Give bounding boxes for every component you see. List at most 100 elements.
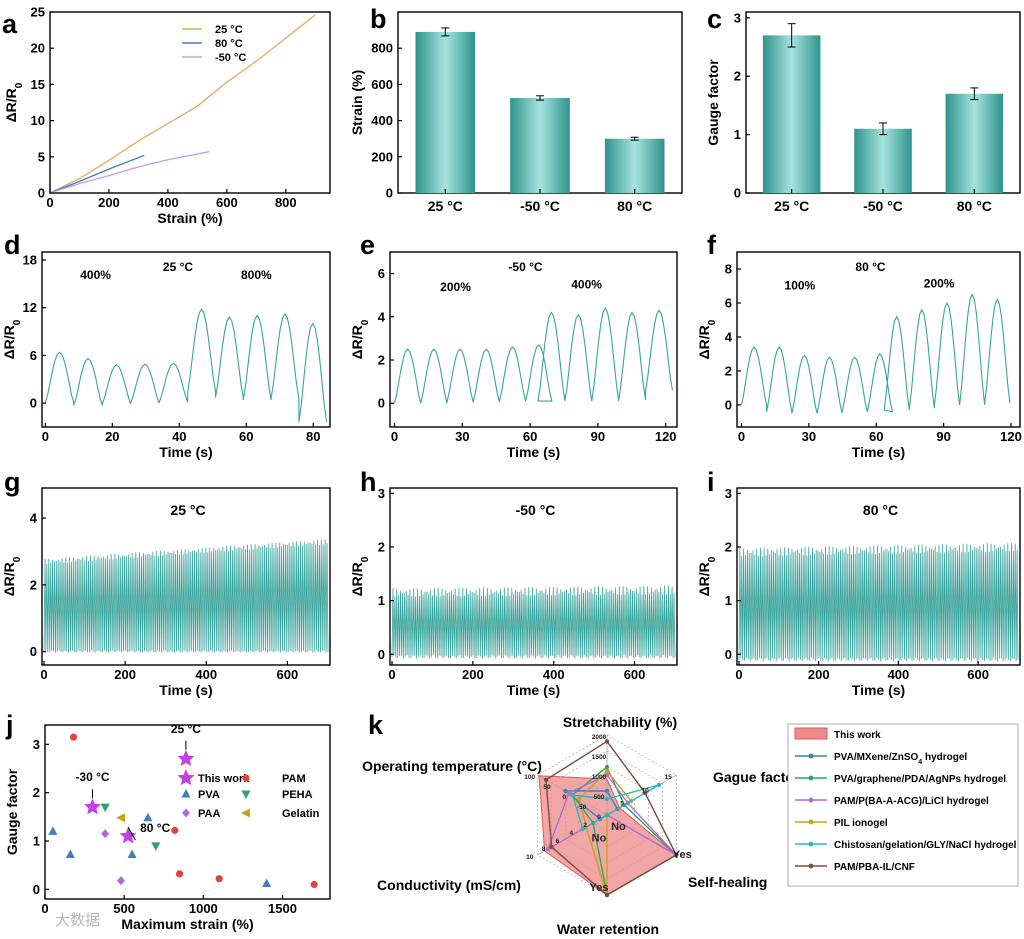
x-tick-label: 60 bbox=[239, 429, 253, 444]
bar-50-c bbox=[854, 128, 912, 193]
legend-label-pam-pba-il-cnf: PAM/PBA-IL/CNF bbox=[834, 862, 915, 873]
radar-point bbox=[604, 796, 610, 802]
signal-line bbox=[44, 308, 328, 423]
x-tick-label: 600 bbox=[277, 667, 299, 682]
strain-annotation: 100% bbox=[785, 278, 816, 292]
x-tick-label: 600 bbox=[216, 195, 238, 210]
subscript: 0 bbox=[14, 82, 25, 88]
radar-point bbox=[566, 790, 572, 796]
y-tick-label: 3 bbox=[33, 737, 40, 752]
y-tick-label: 25 bbox=[31, 5, 45, 20]
radar-point bbox=[604, 739, 610, 744]
radar-point bbox=[545, 846, 551, 852]
radar-point bbox=[543, 777, 549, 782]
point-paa bbox=[101, 829, 110, 839]
y-tick-label: 6 bbox=[378, 266, 385, 281]
radar-point bbox=[604, 812, 610, 818]
legend-dot bbox=[808, 863, 814, 869]
subscript: 0 bbox=[12, 556, 23, 562]
x-tick-label: 60 bbox=[523, 429, 537, 444]
y-axis-label: Gauge factor bbox=[4, 768, 20, 855]
x-tick-label: 20 bbox=[105, 429, 119, 444]
legend-marker-paa bbox=[182, 808, 190, 818]
x-tick-label: 200 bbox=[808, 667, 830, 682]
radar-ticks: 050010001500200051015NoYesNoYes246810-50… bbox=[524, 734, 691, 894]
subscript: 0 bbox=[360, 319, 371, 325]
y-tick-label: 2 bbox=[725, 540, 732, 555]
plot-frame bbox=[41, 487, 331, 666]
radar-point bbox=[604, 764, 610, 770]
x-tick-label: 120 bbox=[655, 429, 677, 444]
radar-axis-stretchability: Stretchability (%) bbox=[563, 714, 677, 730]
radar-point bbox=[577, 796, 582, 802]
panel-title: 80 °C bbox=[855, 260, 885, 274]
legend-dot bbox=[808, 841, 814, 847]
plot-frame bbox=[736, 487, 1021, 666]
panel-label-c: c bbox=[707, 4, 722, 34]
radar-tick-water: No bbox=[592, 832, 607, 844]
radar-tick-cond: 8 bbox=[542, 846, 546, 853]
legend-label-this-work: This work bbox=[834, 730, 881, 741]
y-tick-label: 400 bbox=[371, 113, 393, 128]
y-tick-label: 8 bbox=[725, 261, 732, 276]
radar-tick-temp: 0 bbox=[563, 794, 567, 801]
x-tick-label: 0 bbox=[42, 429, 49, 444]
radar-line-chistosan-gelation-gly-nacl-hydrogel bbox=[571, 784, 660, 831]
y-tick-label: 10 bbox=[31, 113, 45, 128]
y-axis-label: ΔR/R0 bbox=[696, 319, 718, 359]
x-tick-label: 1500 bbox=[268, 901, 297, 916]
watermark-text: 大数据 bbox=[55, 912, 100, 929]
x-tick-label: 200 bbox=[114, 667, 136, 682]
x-tick-label: 600 bbox=[624, 667, 646, 682]
plot-frame bbox=[49, 11, 331, 194]
y-tick-label: 1 bbox=[33, 834, 40, 849]
legend-marker-gelatin bbox=[241, 808, 250, 818]
category-label: 80 °C bbox=[617, 198, 652, 214]
point-pam bbox=[215, 875, 223, 883]
subscript: 0 bbox=[707, 319, 718, 325]
bar-25-c bbox=[415, 31, 476, 193]
x-tick-label: 90 bbox=[936, 429, 950, 444]
x-axis-label: Time (s) bbox=[159, 682, 212, 698]
y-tick-label: 20 bbox=[31, 41, 45, 56]
y-tick-label: 800 bbox=[371, 41, 393, 56]
y-tick-label: 0 bbox=[725, 647, 732, 662]
radar-point bbox=[580, 826, 585, 832]
point-this-work bbox=[83, 798, 102, 815]
x-axis-label: Time (s) bbox=[507, 682, 560, 698]
subscript: 0 bbox=[12, 319, 23, 325]
x-axis-label: Time (s) bbox=[852, 682, 905, 698]
legend-label-chistosan-gelation-gly-nacl-hydrogel: Chistosan/gelation/GLY/NaCl hydrogel bbox=[834, 840, 1017, 851]
radar-tick-stretch: 2000 bbox=[592, 734, 607, 741]
y-tick-label: 0 bbox=[38, 186, 45, 201]
panel-label-k: k bbox=[368, 710, 384, 740]
x-tick-label: 30 bbox=[455, 429, 469, 444]
x-tick-label: 400 bbox=[157, 195, 179, 210]
signal-line bbox=[43, 539, 329, 653]
radar-axis-operating-temperature-c: Operating temperature (°C) bbox=[362, 758, 542, 774]
category-label: 80 °C bbox=[957, 198, 992, 214]
y-tick-label: 3 bbox=[378, 486, 385, 501]
legend-dot bbox=[808, 775, 814, 781]
panel-label-e: e bbox=[360, 230, 375, 260]
radar-tick-cond: 6 bbox=[556, 838, 560, 845]
y-tick-label: 18 bbox=[23, 252, 37, 267]
radar-point bbox=[563, 788, 568, 794]
y-axis-label: ΔR/R0 bbox=[349, 319, 371, 359]
point-this-work bbox=[119, 827, 137, 844]
y-tick-label: 15 bbox=[31, 77, 45, 92]
category-label: -50 °C bbox=[520, 198, 560, 214]
point-pam bbox=[175, 870, 184, 878]
y-axis-label: ΔR/R0 bbox=[696, 556, 718, 596]
legend-box bbox=[787, 723, 1019, 887]
panel-d: 25 °C 400% 800% 0 20 40 60 80 0 6 12 18 Time (s) ΔR/R… bbox=[1, 251, 331, 460]
legend-label-this-work: This work bbox=[198, 773, 250, 785]
radar-point bbox=[604, 892, 610, 898]
radar-tick-stretch: 500 bbox=[594, 794, 605, 801]
radar-point bbox=[604, 768, 610, 774]
legend-label-25-c: 25 °C bbox=[215, 24, 243, 36]
radar-tick-stretch: 1500 bbox=[592, 754, 607, 761]
series-line-50-c bbox=[49, 151, 210, 194]
radar-tick-gauge: 10 bbox=[642, 787, 650, 794]
